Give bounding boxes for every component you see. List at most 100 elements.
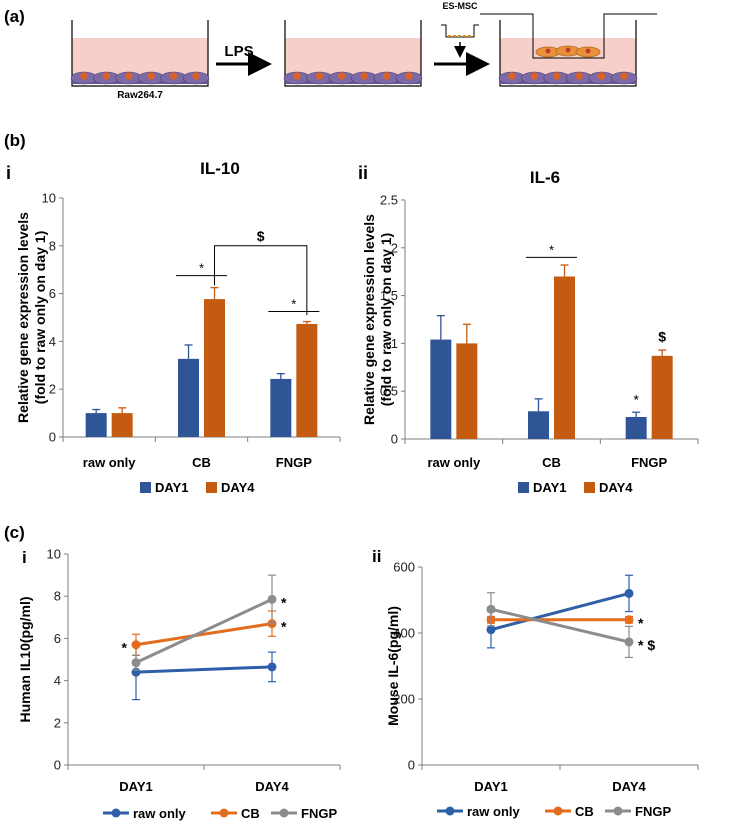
y-axis-label: Relative gene expression levels bbox=[361, 214, 377, 425]
significance-marker: * bbox=[281, 619, 287, 635]
x-tick-label: DAY4 bbox=[255, 779, 289, 794]
well-coculture bbox=[480, 13, 657, 87]
lps-arrow: LPS bbox=[216, 43, 272, 76]
macrophage-layer bbox=[498, 71, 638, 85]
data-point-cb bbox=[131, 640, 141, 650]
cell-nucleus bbox=[125, 72, 133, 80]
y-tick-label: 10 bbox=[47, 547, 61, 562]
legend-label: CB bbox=[241, 806, 260, 821]
macrophage-layer bbox=[70, 71, 210, 85]
legend-label: DAY1 bbox=[533, 480, 566, 495]
data-point-raw-only bbox=[624, 588, 634, 598]
significance-marker: * bbox=[638, 615, 644, 631]
legend-marker bbox=[445, 806, 455, 816]
panel-label-b-ii: ii bbox=[358, 163, 368, 183]
significance-marker: * bbox=[199, 261, 204, 276]
y-axis-label: Relative gene expression levels bbox=[15, 212, 31, 423]
bar-day1 bbox=[85, 413, 107, 437]
chart-title: IL-10 bbox=[200, 159, 240, 178]
cell-nucleus bbox=[553, 72, 561, 80]
x-tick-label: DAY1 bbox=[474, 779, 507, 794]
cell-nucleus bbox=[575, 72, 583, 80]
data-point-raw-only bbox=[267, 662, 277, 672]
bar-day4 bbox=[296, 323, 318, 437]
experiment-schematic: Raw264.7 LPS ES-MSC bbox=[70, 1, 657, 101]
category-label: FNGP bbox=[276, 455, 312, 470]
bar-day1 bbox=[625, 417, 647, 439]
cell-nucleus bbox=[315, 72, 324, 80]
y-tick-label: 0 bbox=[54, 758, 61, 773]
category-label: raw only bbox=[427, 455, 481, 470]
x-tick-label: DAY1 bbox=[119, 779, 152, 794]
y-tick-label: 2 bbox=[391, 240, 398, 255]
bar-day1 bbox=[528, 411, 549, 439]
significance-marker: * bbox=[281, 594, 287, 610]
y-tick-label: 2.5 bbox=[380, 193, 398, 208]
x-tick-label: DAY4 bbox=[612, 779, 646, 794]
panel-label-c-ii: ii bbox=[372, 547, 381, 566]
y-tick-label: 1.5 bbox=[380, 288, 398, 303]
legend-swatch-day1 bbox=[518, 482, 529, 493]
series-line-raw-only bbox=[135, 665, 273, 674]
legend-label: DAY4 bbox=[221, 480, 255, 495]
panel-label-c: (c) bbox=[4, 523, 25, 542]
y-tick-label: 2 bbox=[54, 715, 61, 730]
y-axis-label: Human IL10(pg/ml) bbox=[17, 596, 33, 722]
legend-swatch-day4 bbox=[206, 482, 217, 493]
panel-label-b: (b) bbox=[4, 131, 26, 150]
cell-nucleus bbox=[530, 72, 539, 80]
y-tick-label: 8 bbox=[49, 238, 56, 253]
data-point-fngp bbox=[131, 658, 141, 668]
legend-label: FNGP bbox=[635, 804, 671, 819]
legend-label: FNGP bbox=[301, 806, 337, 821]
significance-marker: * bbox=[549, 242, 554, 257]
cell-nucleus bbox=[192, 72, 200, 80]
cell-nucleus bbox=[620, 72, 628, 80]
cell-nucleus bbox=[405, 72, 413, 80]
bar-day4 bbox=[204, 299, 225, 437]
significance-marker: * bbox=[122, 640, 128, 656]
cells-label: Raw264.7 bbox=[117, 90, 163, 101]
significance-marker: $ bbox=[658, 328, 666, 344]
panel-label-b-i: i bbox=[6, 163, 11, 183]
legend-marker bbox=[613, 806, 623, 816]
y-tick-label: 4 bbox=[49, 334, 56, 349]
cell-nucleus bbox=[80, 72, 88, 80]
significance-marker: * bbox=[291, 297, 296, 312]
cell-nucleus bbox=[597, 72, 606, 80]
legend-marker bbox=[279, 808, 289, 818]
cell-nucleus bbox=[382, 72, 391, 80]
y-axis-label: Mouse IL-6(pg/ml) bbox=[385, 606, 401, 726]
category-label: CB bbox=[542, 455, 561, 470]
human-il10-secretion-chart: 0 2 4 6 8 10 Human IL10(pg/ml) DAY1 DAY4 * * * raw o… bbox=[17, 547, 341, 821]
y-axis-label: (fold to raw only on day 1) bbox=[378, 233, 394, 406]
y-tick-label: 4 bbox=[54, 673, 61, 688]
data-point-fngp bbox=[486, 604, 496, 614]
significance-bracket bbox=[214, 245, 308, 316]
cell-nucleus bbox=[147, 72, 155, 80]
y-tick-label: 0.5 bbox=[380, 384, 398, 399]
legend-label: DAY1 bbox=[155, 480, 188, 495]
y-axis-label: (fold to raw only on day 1) bbox=[32, 231, 48, 404]
il10-gene-expression-chart: 0 2 4 6 8 10 Relative gene expression levels (f… bbox=[15, 159, 341, 495]
es-msc-insert: ES-MSC bbox=[434, 1, 490, 76]
bar-day4 bbox=[111, 413, 133, 437]
panel-label-a: (a) bbox=[4, 7, 25, 26]
significance-marker: * bbox=[633, 391, 639, 407]
series-line-raw-only bbox=[490, 591, 630, 632]
y-tick-label: 8 bbox=[54, 589, 61, 604]
bar-day1 bbox=[178, 358, 199, 437]
cell-nucleus bbox=[102, 72, 111, 80]
category-label: FNGP bbox=[631, 455, 667, 470]
cell-nucleus bbox=[338, 72, 346, 80]
legend-marker bbox=[219, 808, 229, 818]
y-tick-label: 200 bbox=[393, 692, 415, 707]
data-point-raw-only bbox=[486, 625, 496, 635]
series-line-fngp bbox=[135, 598, 273, 665]
bar-day1 bbox=[430, 339, 452, 439]
category-label: CB bbox=[192, 455, 211, 470]
msc-layer bbox=[535, 45, 601, 58]
y-tick-label: 400 bbox=[393, 626, 415, 641]
